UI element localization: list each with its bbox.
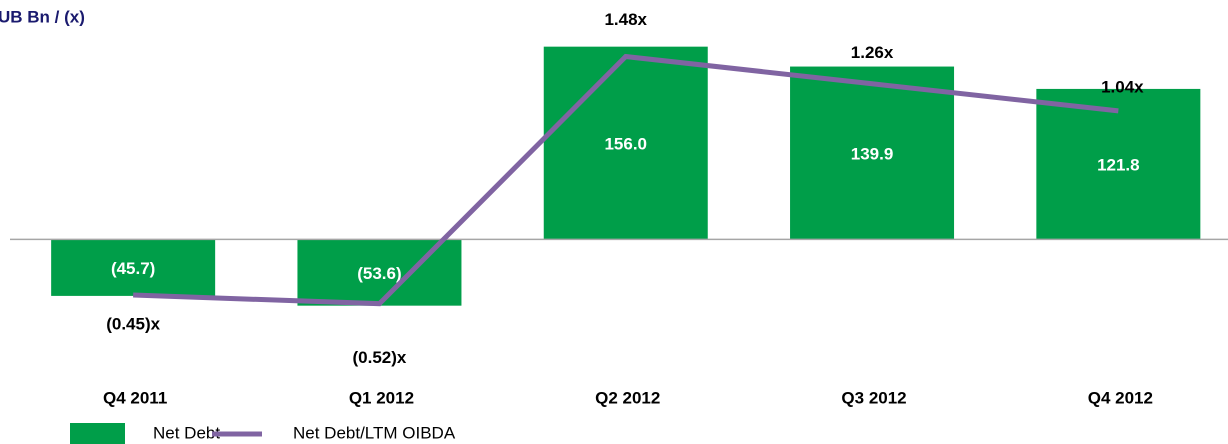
x-tick-label: Q2 2012 xyxy=(595,388,660,407)
bar xyxy=(51,239,216,296)
bar-value-label: 156.0 xyxy=(604,135,647,154)
line-value-label: (0.45)x xyxy=(106,315,160,334)
legend-label: Net Debt/LTM OIBDA xyxy=(293,423,456,442)
line xyxy=(133,53,1119,307)
x-tick-label: Q1 2012 xyxy=(349,388,414,407)
bar xyxy=(543,46,708,240)
x-tick-label: Q4 2012 xyxy=(1088,388,1153,407)
legend-swatch xyxy=(70,423,125,444)
x-tick-label: Q4 2011 xyxy=(103,388,167,407)
line-value-label: 1.04x xyxy=(1101,77,1144,96)
x-tick-label: Q3 2012 xyxy=(841,388,906,407)
legend-label: Net Debt xyxy=(153,423,220,442)
line-value-label: 1.26x xyxy=(851,43,894,62)
bar-value-label: 139.9 xyxy=(851,144,894,163)
bar-value-label: 121.8 xyxy=(1097,156,1140,175)
line-value-label: (0.52)x xyxy=(353,348,407,367)
bar xyxy=(790,66,955,240)
bar-value-label: (45.7) xyxy=(111,259,155,278)
bar-value-label: (53.6) xyxy=(357,264,401,283)
bar xyxy=(1036,88,1201,240)
line-value-label: 1.48x xyxy=(604,10,647,29)
chart-title: UB Bn / (x) xyxy=(0,7,85,26)
